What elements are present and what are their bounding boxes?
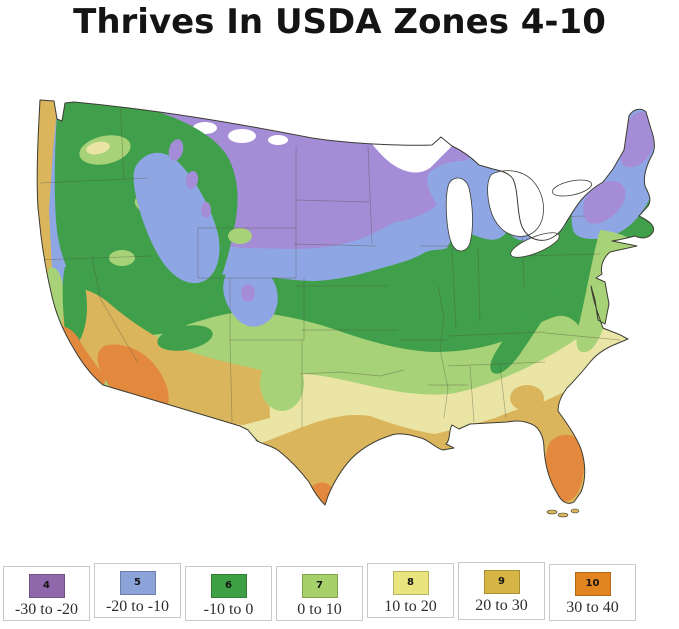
zone-4-range: -30 to -20 (14, 601, 79, 618)
lake-huron (487, 170, 544, 237)
zone-7-basin-patch (109, 250, 135, 266)
zone-9-georgia-coast (510, 385, 544, 411)
zone-4-rockies-patch (168, 139, 184, 161)
zone-8-columbia-patch (86, 141, 110, 155)
zone-6-appalachians (490, 291, 559, 374)
zone-4-adirondacks (583, 180, 626, 224)
zone-6-range: -10 to 0 (203, 601, 254, 618)
zone-7-central-valley (43, 267, 64, 353)
zone-7-swatch: 7 (301, 574, 338, 598)
zone-7-range: 0 to 10 (297, 601, 342, 618)
zone-10-florida (545, 434, 584, 502)
florida-keys (546, 508, 580, 518)
us-outline (36, 99, 655, 506)
zone-8-swatch: 8 (392, 571, 429, 595)
zone-10-swatch: 10 (574, 572, 611, 596)
usda-zone-map (0, 88, 679, 532)
zone-6-sierra (62, 265, 87, 346)
page-title: Thrives In USDA Zones 4-10 (73, 2, 606, 42)
zone-10-southwest-arizona (97, 344, 169, 416)
legend-item-zone-9: 9 20 to 30 (458, 562, 545, 620)
zone-9-range: 20 to 30 (475, 597, 528, 614)
zone-5-range: -20 to -10 (105, 598, 170, 615)
zone-10-range: 30 to 40 (566, 599, 619, 616)
zone-9-southwest-desert (54, 287, 270, 425)
us-hardiness-map-svg (36, 99, 655, 518)
zone-legend: 4 -30 to -20 5 -20 to -10 6 -10 to 0 7 0… (3, 562, 636, 621)
legend-item-zone-6: 6 -10 to 0 (185, 566, 272, 621)
legend-item-zone-10: 10 30 to 40 (549, 564, 636, 621)
zone-4-colorado-patch (241, 284, 255, 302)
zone-3-patch (268, 135, 288, 145)
zone-fill-layers (37, 100, 655, 505)
lake-ontario (551, 179, 593, 197)
zone-4-rockies-patch (201, 202, 211, 218)
zone-6-swatch: 6 (210, 574, 247, 598)
zone-4-swatch: 4 (28, 574, 65, 598)
zone-3-patch (228, 129, 256, 143)
legend-item-zone-4: 4 -30 to -20 (3, 566, 90, 621)
zone-8-range: 10 to 20 (384, 598, 437, 615)
zone-5-swatch: 5 (119, 571, 156, 595)
lake-michigan (445, 177, 473, 252)
zone-5-northern-rockies (133, 152, 220, 284)
zone-7-wyoming-basin (228, 228, 252, 244)
zone-6-mogollon (157, 325, 213, 351)
legend-item-zone-8: 8 10 to 20 (367, 563, 454, 618)
zone-4-rockies-patch (185, 171, 199, 189)
legend-item-zone-5: 5 -20 to -10 (94, 563, 181, 618)
legend-item-zone-7: 7 0 to 10 (276, 566, 363, 621)
zone-9-swatch: 9 (483, 570, 520, 594)
zone-7-east-new-mexico (260, 355, 304, 411)
zone-4-maine (620, 112, 655, 168)
